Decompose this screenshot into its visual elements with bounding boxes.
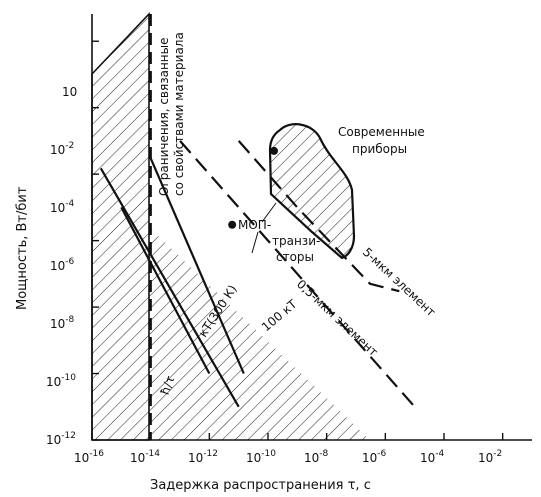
x-tick-label: 10-4 [420, 449, 445, 465]
x-axis-label: Задержка распространения τ, с [150, 478, 371, 493]
series-line-3 [179, 140, 416, 408]
y-tick-label: 10 [62, 85, 77, 99]
series-label-5um: 5-мкм элемент [360, 245, 438, 319]
mos-leader-line [251, 231, 259, 254]
series-line-2 [149, 157, 245, 374]
y-axis-label: Мощность, Вт/бит [15, 186, 30, 310]
x-tick-label: 10-8 [304, 449, 329, 465]
x-tick-label: 10-16 [74, 449, 104, 465]
y-tick-label: 10-12 [46, 431, 76, 447]
y-tick-label: 10-8 [50, 315, 75, 331]
y-tick-label: 10-4 [50, 199, 75, 215]
series-line-0 [120, 206, 211, 375]
material-limit-label: Ограничения, связанные со свойствами мат… [157, 32, 186, 196]
x-tick-label: 10-6 [362, 449, 387, 465]
material-limit-hatch [91, 11, 150, 441]
x-tick-label: 10-10 [246, 449, 276, 465]
y-tick-label: 10-2 [50, 141, 74, 157]
x-tick-label: 10-12 [188, 449, 218, 465]
x-tick-label: 10-2 [478, 449, 502, 465]
series-line-1 [99, 167, 240, 408]
modern-devices-label: Современные приборы [338, 125, 429, 156]
x-tick-label: 10-14 [130, 449, 160, 465]
kt-limit-hatch [149, 227, 370, 440]
series-label-hbar: ħ/τ [158, 374, 178, 397]
y-tick-label: 10-10 [46, 373, 76, 389]
series-label-05um: 0,5-мкм элемент [294, 277, 381, 359]
mos-point [228, 220, 237, 229]
modern-devices-region [268, 123, 356, 260]
y-tick-label: 10-6 [50, 257, 75, 273]
mos-leader-line [261, 202, 277, 223]
mos-point [269, 146, 278, 155]
y-tick-labels: 10-12 10-10 10-8 10-6 10-4 10-2 10 [46, 85, 77, 447]
series-label-100kt: 100 кТ [259, 297, 300, 335]
x-tick-labels: 10-16 10-14 10-12 10-10 10-8 10-6 10-4 1… [74, 449, 502, 465]
